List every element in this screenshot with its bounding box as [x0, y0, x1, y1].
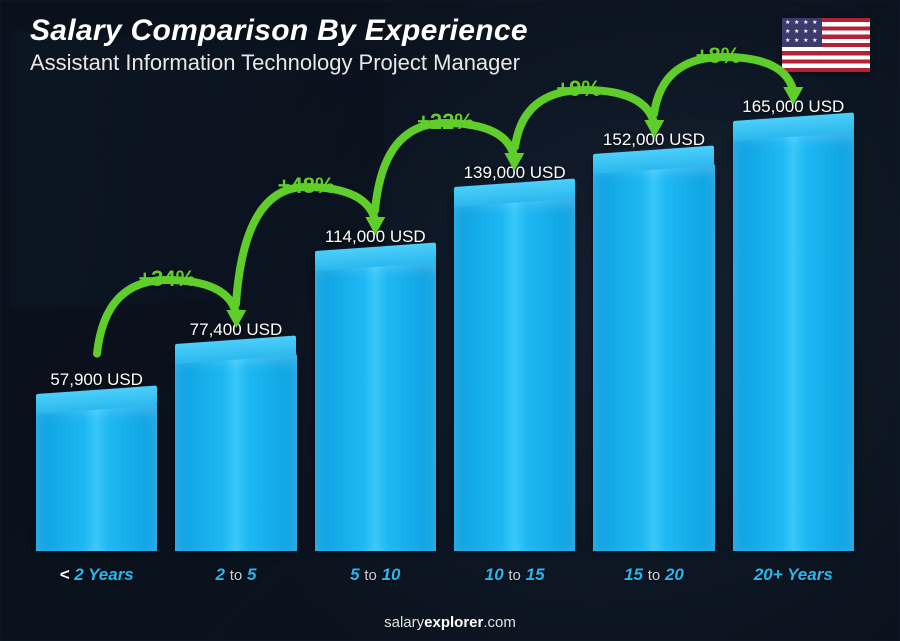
bar-group: 139,000 USD10 to 15 [454, 197, 575, 585]
bar [593, 164, 714, 551]
x-axis-label: 15 to 20 [624, 565, 684, 585]
bar [733, 131, 854, 551]
bar [36, 404, 157, 551]
x-axis-label: < 2 Years [60, 565, 134, 585]
brand-suffix: .com [483, 614, 516, 631]
brand-prefix: salary [384, 614, 424, 631]
x-axis-label: 20+ Years [754, 565, 833, 585]
brand-bold: explorer [424, 614, 483, 631]
bar-group: 57,900 USD< 2 Years [36, 404, 157, 585]
bar-group: 165,000 USD20+ Years [733, 131, 854, 585]
bar-group: 152,000 USD15 to 20 [593, 164, 714, 585]
x-axis-label: 5 to 10 [350, 565, 400, 585]
chart-subtitle: Assistant Information Technology Project… [30, 50, 528, 76]
x-axis-label: 10 to 15 [485, 565, 545, 585]
arrow-icon [644, 49, 813, 144]
x-axis-label: 2 to 5 [216, 565, 257, 585]
chart-title: Salary Comparison By Experience [30, 14, 528, 48]
bar-group: 77,400 USD2 to 5 [175, 354, 296, 585]
footer-attribution: salaryexplorer.com [0, 614, 900, 631]
bar [454, 197, 575, 551]
